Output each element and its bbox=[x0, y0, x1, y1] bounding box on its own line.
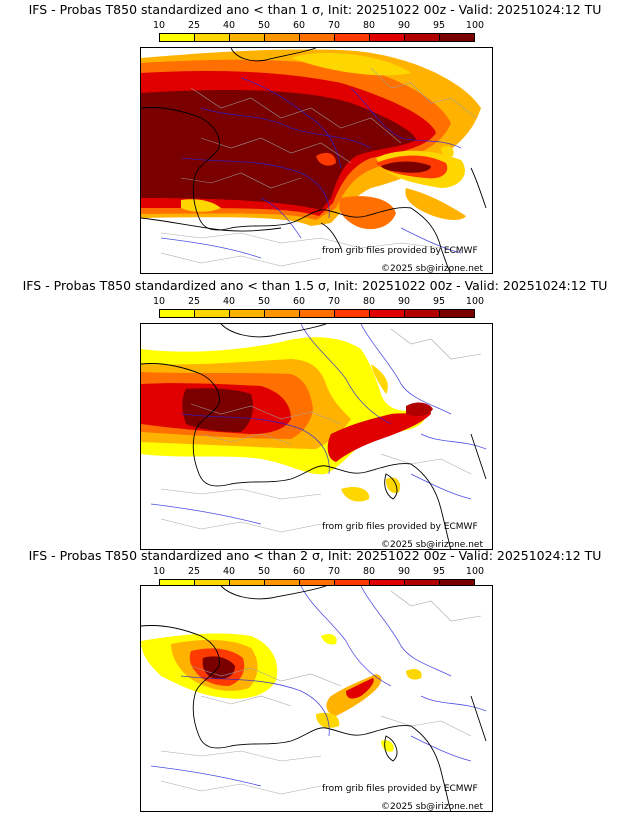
colorbar-tick: 80 bbox=[362, 566, 376, 577]
colorbar-swatch bbox=[160, 34, 195, 41]
colorbar-swatch bbox=[440, 310, 474, 317]
copyright-credit: ©2025 sb@irizone.net bbox=[381, 802, 483, 812]
rivers-layer bbox=[150, 586, 487, 787]
map-panel-1sigma: IFS - Probas T850 standardized ano < tha… bbox=[0, 0, 630, 276]
colorbar-ticks: 10 25 40 50 60 70 80 90 95 100 bbox=[141, 566, 493, 578]
colorbar-swatch bbox=[195, 580, 230, 587]
colorbar-tick: 10 bbox=[152, 566, 166, 577]
probability-field bbox=[141, 633, 422, 752]
colorbar-tick: 40 bbox=[222, 20, 236, 31]
borders-layer bbox=[160, 67, 477, 267]
map-panel-2sigma: IFS - Probas T850 standardized ano < tha… bbox=[0, 546, 630, 822]
colorbar-tick: 10 bbox=[152, 20, 166, 31]
colorbar-ticks: 10 25 40 50 60 70 80 90 95 100 bbox=[141, 20, 493, 32]
colorbar-tick: 70 bbox=[327, 566, 341, 577]
colorbar-swatch bbox=[195, 34, 230, 41]
colorbar-swatch bbox=[230, 34, 265, 41]
borders-layer bbox=[160, 328, 482, 533]
colorbar bbox=[159, 33, 475, 42]
colorbar-swatch bbox=[440, 34, 474, 41]
rivers-layer bbox=[150, 324, 487, 525]
colorbar-tick: 25 bbox=[187, 20, 201, 31]
probability-field bbox=[141, 49, 481, 230]
colorbar-swatch bbox=[195, 310, 230, 317]
panel-title: IFS - Probas T850 standardized ano < tha… bbox=[28, 548, 602, 563]
probability-field bbox=[141, 337, 433, 502]
colorbar-tick: 50 bbox=[257, 20, 271, 31]
colorbar-tick: 60 bbox=[292, 296, 306, 307]
colorbar-tick: 90 bbox=[397, 20, 411, 31]
probability-map: from grib files provided by ECMWF ©2025 … bbox=[140, 47, 493, 274]
panel-title: IFS - Probas T850 standardized ano < tha… bbox=[22, 278, 608, 293]
copyright-credit: ©2025 sb@irizone.net bbox=[381, 540, 483, 550]
probability-map: from grib files provided by ECMWF ©2025 … bbox=[140, 323, 493, 550]
colorbar-tick: 90 bbox=[397, 566, 411, 577]
colorbar-tick: 40 bbox=[222, 296, 236, 307]
colorbar-swatch bbox=[265, 580, 300, 587]
colorbar-swatch bbox=[370, 34, 405, 41]
colorbar-swatch bbox=[265, 310, 300, 317]
coastline-layer bbox=[141, 48, 487, 273]
colorbar-swatch bbox=[300, 34, 335, 41]
colorbar-tick: 90 bbox=[397, 296, 411, 307]
colorbar-tick: 60 bbox=[292, 566, 306, 577]
colorbar-swatch bbox=[370, 580, 405, 587]
colorbar-tick: 25 bbox=[187, 296, 201, 307]
colorbar-swatch bbox=[405, 580, 440, 587]
source-credit: from grib files provided by ECMWF bbox=[322, 522, 478, 532]
colorbar bbox=[159, 309, 475, 318]
colorbar-tick: 25 bbox=[187, 566, 201, 577]
colorbar-tick: 100 bbox=[465, 296, 485, 307]
colorbar-swatch bbox=[265, 34, 300, 41]
borders-layer bbox=[160, 590, 482, 795]
colorbar-tick: 60 bbox=[292, 20, 306, 31]
coastline-layer bbox=[141, 586, 487, 811]
colorbar-tick: 80 bbox=[362, 296, 376, 307]
colorbar-swatch bbox=[335, 310, 370, 317]
colorbar-swatch bbox=[405, 310, 440, 317]
panel-title: IFS - Probas T850 standardized ano < tha… bbox=[28, 2, 602, 17]
colorbar-tick: 10 bbox=[152, 296, 166, 307]
colorbar-swatch bbox=[440, 580, 474, 587]
colorbar-swatch bbox=[370, 310, 405, 317]
colorbar-tick: 95 bbox=[432, 296, 446, 307]
colorbar-swatch bbox=[300, 310, 335, 317]
colorbar-swatch bbox=[405, 34, 440, 41]
source-credit: from grib files provided by ECMWF bbox=[322, 246, 478, 256]
colorbar-tick: 50 bbox=[257, 296, 271, 307]
colorbar-tick: 95 bbox=[432, 566, 446, 577]
colorbar-tick: 95 bbox=[432, 20, 446, 31]
colorbar bbox=[159, 579, 475, 588]
colorbar-swatch bbox=[335, 580, 370, 587]
rivers-layer bbox=[160, 77, 462, 259]
colorbar-tick: 100 bbox=[465, 566, 485, 577]
coastline-layer bbox=[141, 324, 487, 549]
colorbar-swatch bbox=[230, 310, 265, 317]
colorbar-swatch bbox=[335, 34, 370, 41]
colorbar-tick: 80 bbox=[362, 20, 376, 31]
colorbar-swatch bbox=[300, 580, 335, 587]
colorbar-swatch bbox=[230, 580, 265, 587]
colorbar-swatch bbox=[160, 310, 195, 317]
colorbar-tick: 100 bbox=[465, 20, 485, 31]
colorbar-tick: 40 bbox=[222, 566, 236, 577]
map-panel-1-5sigma: IFS - Probas T850 standardized ano < tha… bbox=[0, 276, 630, 552]
source-credit: from grib files provided by ECMWF bbox=[322, 784, 478, 794]
copyright-credit: ©2025 sb@irizone.net bbox=[381, 264, 483, 274]
probability-map: from grib files provided by ECMWF ©2025 … bbox=[140, 585, 493, 812]
colorbar-tick: 70 bbox=[327, 296, 341, 307]
colorbar-tick: 70 bbox=[327, 20, 341, 31]
colorbar-ticks: 10 25 40 50 60 70 80 90 95 100 bbox=[141, 296, 493, 308]
colorbar-tick: 50 bbox=[257, 566, 271, 577]
colorbar-swatch bbox=[160, 580, 195, 587]
